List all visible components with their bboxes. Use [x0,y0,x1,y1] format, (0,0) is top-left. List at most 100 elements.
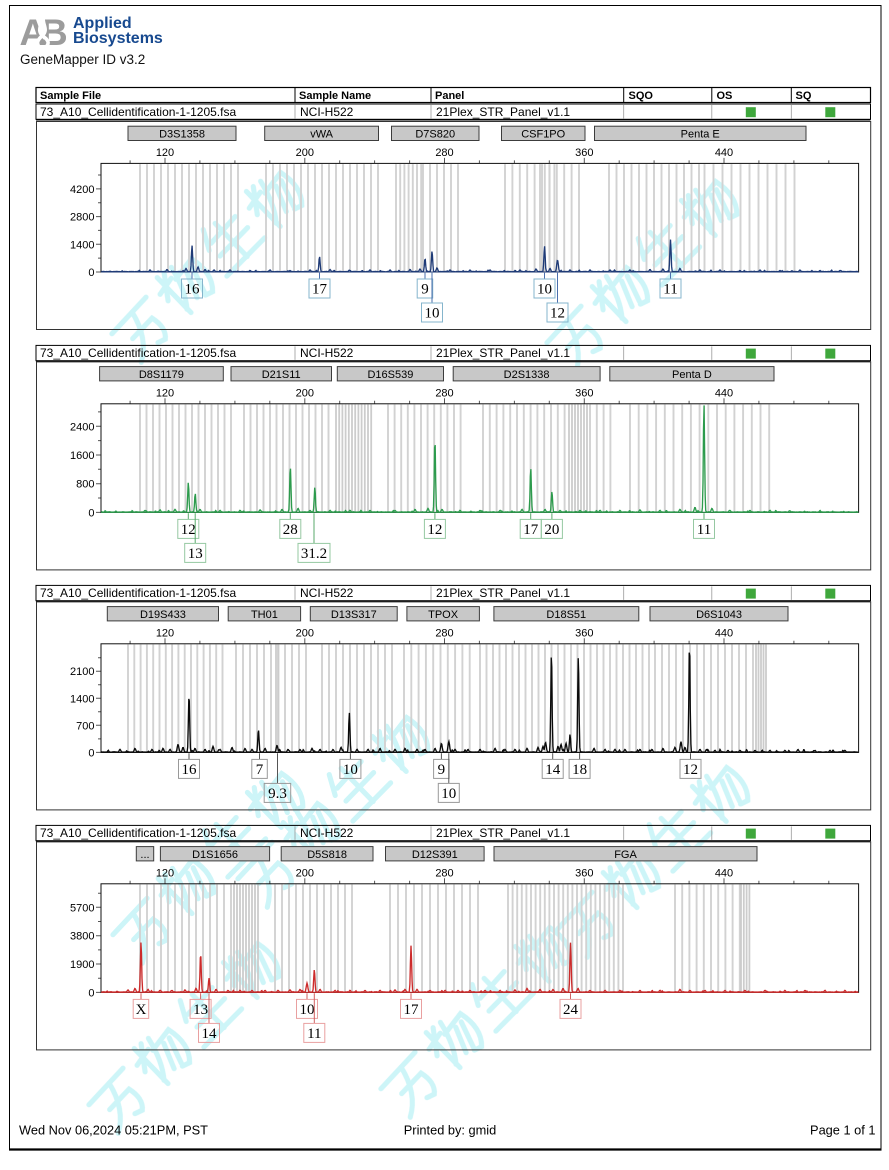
svg-text:2400: 2400 [70,421,94,433]
svg-text:10: 10 [537,281,552,297]
svg-text:5700: 5700 [70,902,94,914]
svg-text:10: 10 [441,786,456,802]
svg-text:200: 200 [296,627,314,639]
svg-text:280: 280 [435,147,453,159]
svg-text:20: 20 [544,522,559,538]
svg-text:Sample Name: Sample Name [299,90,371,102]
svg-text:D12S391: D12S391 [412,849,458,861]
svg-text:0: 0 [88,267,94,279]
svg-text:200: 200 [296,387,314,399]
svg-text:280: 280 [435,627,453,639]
svg-text:Penta D: Penta D [672,369,712,381]
svg-text:360: 360 [575,147,593,159]
svg-text:14: 14 [545,762,561,778]
svg-text:Penta E: Penta E [681,128,720,140]
svg-text:11: 11 [307,1026,321,1042]
svg-text:120: 120 [156,627,174,639]
svg-text:D8S1179: D8S1179 [139,369,184,381]
svg-text:CSF1PO: CSF1PO [521,128,565,140]
svg-text:OS: OS [717,90,733,102]
svg-text:Printed by: gmid: Printed by: gmid [404,1123,496,1138]
svg-text:SQ: SQ [796,90,812,102]
svg-text:Sample File: Sample File [40,90,101,102]
svg-text:1400: 1400 [70,693,94,705]
svg-text:440: 440 [715,387,733,399]
svg-text:Applied: Applied [73,15,132,32]
svg-text:D21S11: D21S11 [262,369,301,381]
svg-text:0: 0 [88,987,94,999]
svg-text:Panel: Panel [435,90,464,102]
svg-text:440: 440 [715,627,733,639]
svg-text:73_A10_Cellidentification-1-12: 73_A10_Cellidentification-1-1205.fsa [40,346,236,360]
svg-text:200: 200 [296,867,314,879]
svg-text:120: 120 [156,867,174,879]
svg-text:Wed Nov 06,2024 05:21PM, PST: Wed Nov 06,2024 05:21PM, PST [19,1123,208,1138]
svg-text:10: 10 [300,1002,315,1018]
svg-text:73_A10_Cellidentification-1-12: 73_A10_Cellidentification-1-1205.fsa [40,105,236,119]
svg-text:360: 360 [575,387,593,399]
svg-text:2100: 2100 [70,666,94,678]
svg-text:16: 16 [185,281,201,297]
svg-text:9: 9 [438,762,446,778]
svg-text:14: 14 [202,1026,218,1042]
svg-text:73_A10_Cellidentification-1-12: 73_A10_Cellidentification-1-1205.fsa [40,586,236,600]
svg-text:13: 13 [188,546,203,562]
svg-text:D16S539: D16S539 [367,369,413,381]
svg-text:31.2: 31.2 [301,546,327,562]
svg-text:D2S1338: D2S1338 [504,369,550,381]
svg-text:9.3: 9.3 [268,786,287,802]
svg-text:NCI-H522: NCI-H522 [300,346,354,360]
svg-text:11: 11 [697,522,711,538]
svg-text:21Plex_STR_Panel_v1.1: 21Plex_STR_Panel_v1.1 [436,586,570,600]
svg-text:21Plex_STR_Panel_v1.1: 21Plex_STR_Panel_v1.1 [436,346,570,360]
svg-text:280: 280 [435,387,453,399]
svg-text:NCI-H522: NCI-H522 [300,586,354,600]
svg-text:0: 0 [88,507,94,519]
svg-text:360: 360 [575,627,593,639]
svg-text:17: 17 [312,281,328,297]
svg-text:X: X [136,1002,147,1018]
svg-text:10: 10 [425,305,440,321]
svg-text:FGA: FGA [614,849,637,861]
svg-text:16: 16 [182,762,198,778]
svg-text:Page 1 of 1: Page 1 of 1 [810,1123,875,1138]
svg-text:D1S1656: D1S1656 [192,849,238,861]
svg-text:D18S51: D18S51 [546,609,586,621]
svg-text:28: 28 [283,522,298,538]
svg-text:SQO: SQO [629,90,654,102]
svg-text:12: 12 [427,522,442,538]
svg-text:73_A10_Cellidentification-1-12: 73_A10_Cellidentification-1-1205.fsa [40,826,236,840]
svg-text:10: 10 [343,762,358,778]
svg-text:Biosystems: Biosystems [73,30,163,47]
svg-text:11: 11 [663,281,677,297]
svg-text:D5S818: D5S818 [307,849,347,861]
svg-text:D13S317: D13S317 [331,609,377,621]
svg-text:18: 18 [572,762,587,778]
svg-text:D7S820: D7S820 [415,128,455,140]
svg-text:GeneMapper ID v3.2: GeneMapper ID v3.2 [20,52,145,67]
svg-text:21Plex_STR_Panel_v1.1: 21Plex_STR_Panel_v1.1 [436,105,570,119]
svg-text:120: 120 [156,147,174,159]
svg-text:1400: 1400 [70,239,94,251]
svg-text:7: 7 [256,762,264,778]
svg-text:4200: 4200 [70,184,94,196]
svg-text:vWA: vWA [310,128,333,140]
svg-text:12: 12 [683,762,698,778]
svg-text:24: 24 [563,1002,579,1018]
svg-text:440: 440 [715,147,733,159]
svg-text:3800: 3800 [70,931,94,943]
svg-text:NCI-H522: NCI-H522 [300,826,354,840]
svg-text:200: 200 [296,147,314,159]
svg-text:NCI-H522: NCI-H522 [300,105,354,119]
svg-text:...: ... [140,849,149,861]
svg-text:440: 440 [715,867,733,879]
svg-text:360: 360 [575,867,593,879]
svg-text:13: 13 [193,1002,208,1018]
svg-text:17: 17 [404,1002,420,1018]
svg-text:D3S1358: D3S1358 [159,128,205,140]
svg-text:17: 17 [523,522,539,538]
svg-text:700: 700 [76,720,94,732]
svg-text:12: 12 [550,305,565,321]
svg-text:800: 800 [76,479,94,491]
svg-text:9: 9 [421,281,429,297]
